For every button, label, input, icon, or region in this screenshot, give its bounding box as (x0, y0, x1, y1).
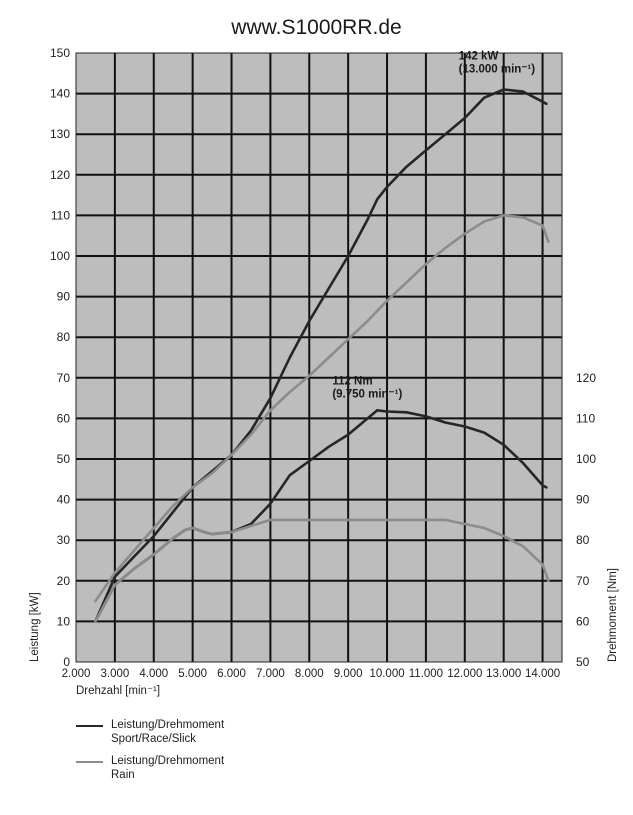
page-title: www.S1000RR.de (231, 16, 402, 39)
plot-background (76, 53, 562, 662)
y-left-tick-label-4: 40 (57, 493, 71, 507)
x-tick-label-2: 4.000 (139, 668, 168, 680)
x-ticks: 2.000 3.000 4.000 5.000 6.000 7.000 8.000 9.000… (62, 668, 561, 680)
y-left-tick-label-10: 100 (50, 249, 70, 263)
grid-lines (76, 53, 562, 662)
y-right-tick-label-2: 70 (576, 574, 590, 588)
x-tick-label-12: 14.000 (525, 668, 560, 680)
series-line-sport-power (94, 88, 548, 623)
legend-label-rain-line2: Rain (111, 769, 135, 781)
legend-item-sport: Leistung/Drehmoment Sport/Race/Slick (76, 718, 224, 746)
series-line-rain-torque (94, 518, 550, 623)
legend: Leistung/Drehmoment Sport/Race/Slick Lei… (76, 718, 224, 790)
y-left-tick-label-8: 80 (57, 330, 71, 344)
legend-label-sport-line1: Leistung/Drehmoment (111, 719, 225, 731)
x-tick-label-3: 5.000 (178, 668, 207, 680)
annotations: 142 kW(13.000 min⁻¹) 112 Nm(9.750 min⁻¹) (332, 50, 535, 400)
y-right-tick-label-5: 100 (576, 452, 596, 466)
annotation-0-value: 142 kW (459, 50, 499, 62)
y-right-tick-label-1: 60 (576, 614, 590, 628)
x-tick-label-1: 3.000 (100, 668, 129, 680)
y-left-tick-label-2: 20 (57, 574, 71, 588)
annotation-1-value: 112 Nm (332, 375, 372, 387)
y-left-axis-label: Leistung [kW] (29, 592, 41, 662)
x-tick-label-8: 10.000 (369, 668, 404, 680)
legend-label-sport-line2: Sport/Race/Slick (111, 733, 197, 745)
y-left-tick-label-14: 140 (50, 87, 70, 101)
x-tick-label-9: 11.000 (409, 668, 443, 680)
series-layer (94, 88, 550, 623)
legend-swatch-sport (76, 725, 103, 727)
x-tick-label-7: 9.000 (334, 668, 363, 680)
x-tick-label-5: 7.000 (256, 668, 285, 680)
annotation-0-rpm: (13.000 min⁻¹) (459, 63, 536, 75)
x-tick-label-10: 12.000 (447, 668, 482, 680)
axis-labels: Drehzahl [min⁻¹] Leistung [kW] Drehmomen… (29, 568, 619, 697)
y-left-tick-label-12: 120 (50, 168, 70, 182)
y-left-tick-label-7: 70 (57, 371, 71, 385)
x-tick-label-6: 8.000 (295, 668, 324, 680)
y-right-tick-label-7: 120 (576, 371, 596, 385)
y-right-axis-label: Drehmoment [Nm] (607, 568, 619, 662)
y-right-tick-label-3: 80 (576, 533, 590, 547)
y-left-tick-label-1: 10 (57, 614, 71, 628)
annotation-1-rpm: (9.750 min⁻¹) (332, 388, 402, 400)
plot-frame (75, 52, 563, 663)
y-left-tick-label-15: 150 (50, 46, 70, 60)
x-tick-label-4: 6.000 (217, 668, 246, 680)
x-tick-label-11: 13.000 (486, 668, 521, 680)
y-left-ticks: 0 10 20 30 40 50 60 70 80 90 100 110 120 130 140 150 (50, 46, 70, 669)
legend-label-rain-line1: Leistung/Drehmoment (111, 755, 225, 767)
series-line-rain-power (94, 214, 550, 603)
y-left-tick-label-11: 110 (51, 208, 70, 222)
x-tick-label-0: 2.000 (62, 668, 91, 680)
y-left-tick-label-5: 50 (57, 452, 71, 466)
y-left-tick-label-3: 30 (57, 533, 71, 547)
y-right-tick-label-6: 110 (576, 411, 595, 425)
legend-swatch-rain (76, 761, 103, 763)
y-right-tick-label-0: 50 (576, 655, 590, 669)
y-right-ticks: 50 60 70 80 90 100 110 120 (576, 371, 596, 669)
x-axis-label: Drehzahl [min⁻¹] (76, 685, 160, 697)
y-left-tick-label-0: 0 (63, 655, 70, 669)
y-right-tick-label-4: 90 (576, 493, 590, 507)
y-left-tick-label-13: 130 (50, 127, 70, 141)
y-left-tick-label-6: 60 (57, 411, 71, 425)
y-left-tick-label-9: 90 (57, 290, 71, 304)
legend-item-rain: Leistung/Drehmoment Rain (76, 754, 224, 782)
